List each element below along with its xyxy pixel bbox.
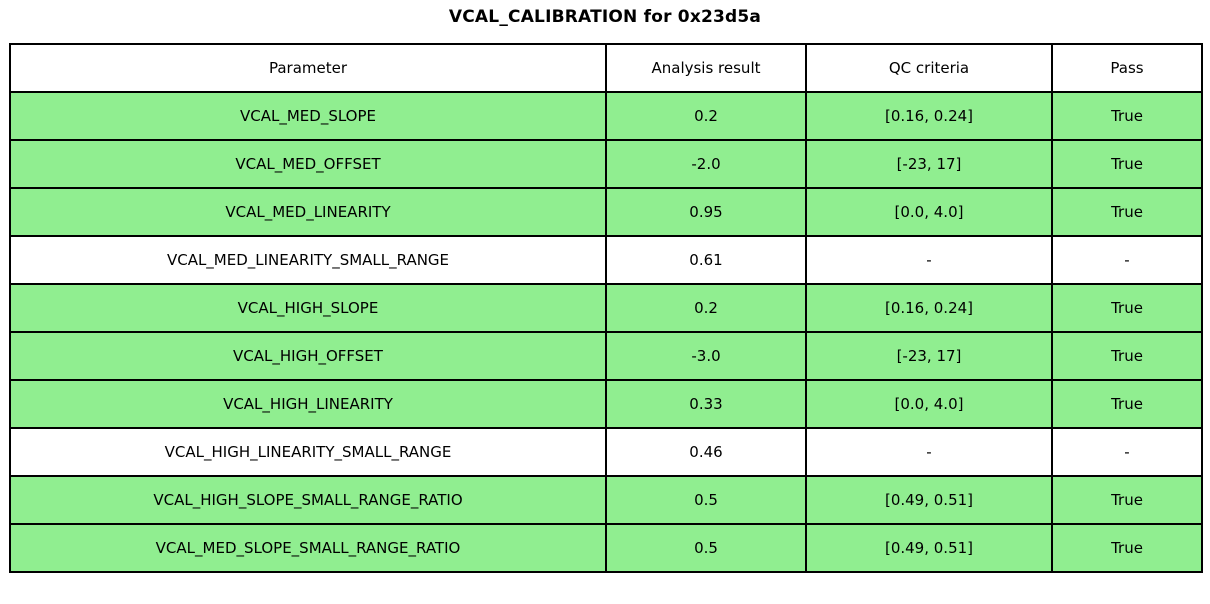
- table-body: VCAL_MED_SLOPE 0.2 [0.16, 0.24] True VCA…: [9, 91, 1203, 573]
- table-row: VCAL_HIGH_LINEARITY_SMALL_RANGE 0.46 - -: [9, 427, 1203, 477]
- cell-qc-criteria: -: [805, 235, 1053, 285]
- table-row: VCAL_MED_LINEARITY 0.95 [0.0, 4.0] True: [9, 187, 1203, 237]
- table-row: VCAL_HIGH_SLOPE_SMALL_RANGE_RATIO 0.5 [0…: [9, 475, 1203, 525]
- column-header-qc-criteria: QC criteria: [805, 43, 1053, 93]
- qc-table: Parameter Analysis result QC criteria Pa…: [9, 43, 1203, 573]
- table-row: VCAL_MED_SLOPE 0.2 [0.16, 0.24] True: [9, 91, 1203, 141]
- cell-parameter: VCAL_HIGH_LINEARITY_SMALL_RANGE: [9, 427, 607, 477]
- cell-pass: -: [1051, 427, 1203, 477]
- cell-pass: True: [1051, 139, 1203, 189]
- table-row: VCAL_MED_SLOPE_SMALL_RANGE_RATIO 0.5 [0.…: [9, 523, 1203, 573]
- column-header-analysis-result: Analysis result: [605, 43, 807, 93]
- table-row: VCAL_HIGH_SLOPE 0.2 [0.16, 0.24] True: [9, 283, 1203, 333]
- cell-qc-criteria: [-23, 17]: [805, 139, 1053, 189]
- cell-parameter: VCAL_HIGH_OFFSET: [9, 331, 607, 381]
- cell-parameter: VCAL_MED_LINEARITY: [9, 187, 607, 237]
- cell-qc-criteria: [0.0, 4.0]: [805, 187, 1053, 237]
- cell-analysis-result: 0.2: [605, 91, 807, 141]
- cell-pass: True: [1051, 379, 1203, 429]
- cell-analysis-result: 0.2: [605, 283, 807, 333]
- cell-pass: True: [1051, 91, 1203, 141]
- cell-analysis-result: 0.5: [605, 523, 807, 573]
- cell-analysis-result: 0.46: [605, 427, 807, 477]
- cell-qc-criteria: [0.0, 4.0]: [805, 379, 1053, 429]
- page-title: VCAL_CALIBRATION for 0x23d5a: [448, 7, 762, 27]
- table-row: VCAL_MED_LINEARITY_SMALL_RANGE 0.61 - -: [9, 235, 1203, 285]
- table-header: Parameter Analysis result QC criteria Pa…: [9, 43, 1203, 93]
- cell-qc-criteria: [0.49, 0.51]: [805, 523, 1053, 573]
- cell-pass: True: [1051, 475, 1203, 525]
- cell-qc-criteria: [-23, 17]: [805, 331, 1053, 381]
- cell-parameter: VCAL_HIGH_SLOPE_SMALL_RANGE_RATIO: [9, 475, 607, 525]
- cell-pass: True: [1051, 523, 1203, 573]
- cell-parameter: VCAL_HIGH_SLOPE: [9, 283, 607, 333]
- cell-analysis-result: 0.33: [605, 379, 807, 429]
- cell-analysis-result: 0.5: [605, 475, 807, 525]
- cell-analysis-result: 0.61: [605, 235, 807, 285]
- cell-pass: True: [1051, 331, 1203, 381]
- cell-parameter: VCAL_MED_LINEARITY_SMALL_RANGE: [9, 235, 607, 285]
- header-row: Parameter Analysis result QC criteria Pa…: [9, 43, 1203, 93]
- cell-analysis-result: -2.0: [605, 139, 807, 189]
- cell-parameter: VCAL_HIGH_LINEARITY: [9, 379, 607, 429]
- cell-qc-criteria: -: [805, 427, 1053, 477]
- table-row: VCAL_MED_OFFSET -2.0 [-23, 17] True: [9, 139, 1203, 189]
- cell-pass: -: [1051, 235, 1203, 285]
- cell-analysis-result: 0.95: [605, 187, 807, 237]
- table-row: VCAL_HIGH_OFFSET -3.0 [-23, 17] True: [9, 331, 1203, 381]
- table-row: VCAL_HIGH_LINEARITY 0.33 [0.0, 4.0] True: [9, 379, 1203, 429]
- cell-pass: True: [1051, 187, 1203, 237]
- column-header-pass: Pass: [1051, 43, 1203, 93]
- cell-parameter: VCAL_MED_SLOPE_SMALL_RANGE_RATIO: [9, 523, 607, 573]
- column-header-parameter: Parameter: [9, 43, 607, 93]
- cell-parameter: VCAL_MED_OFFSET: [9, 139, 607, 189]
- cell-qc-criteria: [0.16, 0.24]: [805, 283, 1053, 333]
- cell-parameter: VCAL_MED_SLOPE: [9, 91, 607, 141]
- cell-qc-criteria: [0.16, 0.24]: [805, 91, 1053, 141]
- cell-qc-criteria: [0.49, 0.51]: [805, 475, 1053, 525]
- cell-analysis-result: -3.0: [605, 331, 807, 381]
- cell-pass: True: [1051, 283, 1203, 333]
